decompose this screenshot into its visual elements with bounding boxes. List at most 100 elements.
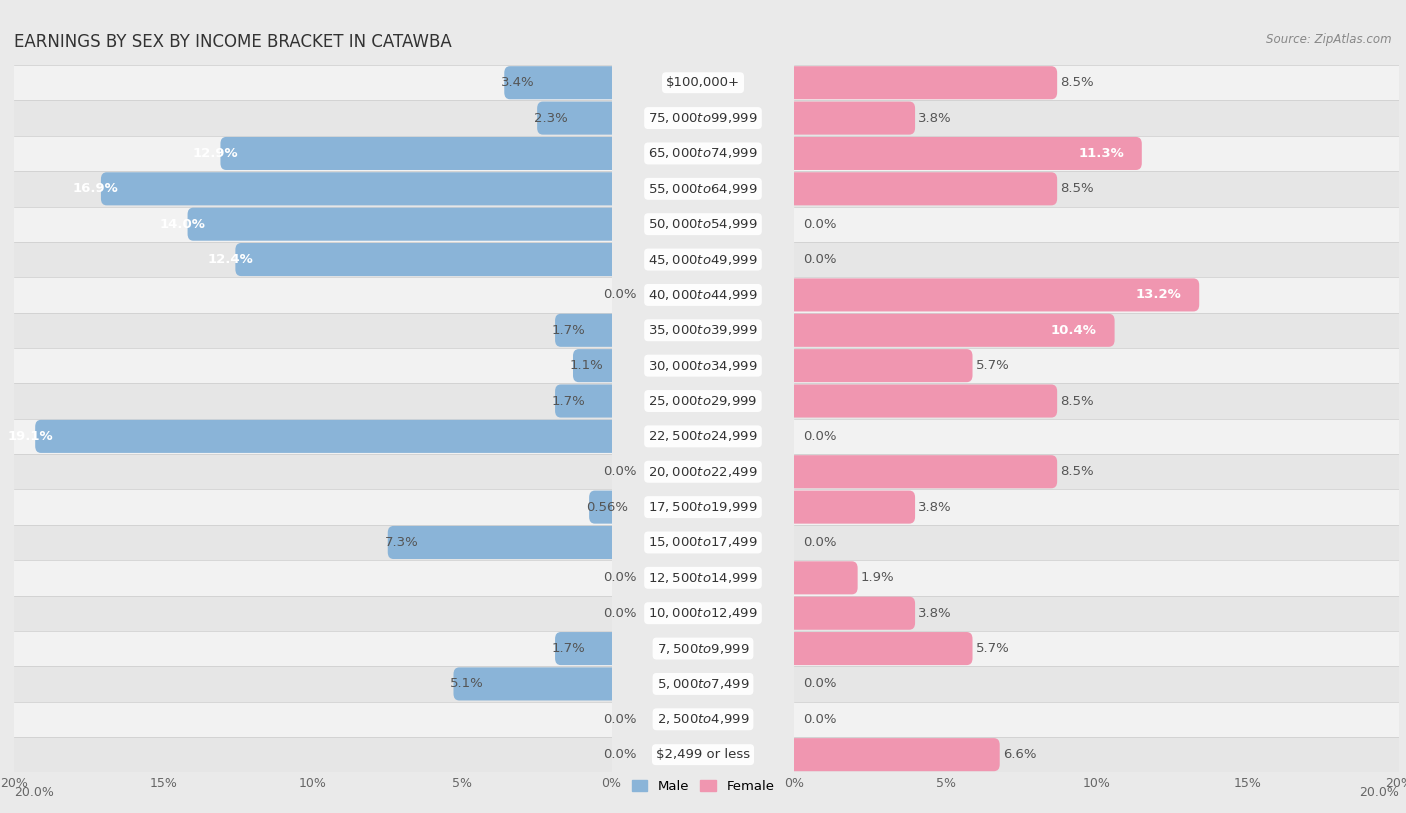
FancyBboxPatch shape bbox=[789, 561, 858, 594]
FancyBboxPatch shape bbox=[789, 172, 1057, 206]
Text: 5.1%: 5.1% bbox=[450, 677, 484, 690]
Bar bbox=[794, 277, 1399, 312]
Text: $65,000 to $74,999: $65,000 to $74,999 bbox=[648, 146, 758, 160]
Text: 5.7%: 5.7% bbox=[976, 359, 1010, 372]
Text: $25,000 to $29,999: $25,000 to $29,999 bbox=[648, 394, 758, 408]
Text: 0.0%: 0.0% bbox=[803, 713, 837, 726]
FancyBboxPatch shape bbox=[589, 490, 617, 524]
Text: $2,500 to $4,999: $2,500 to $4,999 bbox=[657, 712, 749, 726]
Bar bbox=[14, 312, 612, 348]
Bar bbox=[14, 737, 612, 772]
Text: 12.9%: 12.9% bbox=[193, 147, 238, 160]
Text: 0.0%: 0.0% bbox=[603, 713, 636, 726]
Bar bbox=[794, 65, 1399, 100]
FancyBboxPatch shape bbox=[789, 490, 915, 524]
Text: $35,000 to $39,999: $35,000 to $39,999 bbox=[648, 324, 758, 337]
Bar bbox=[14, 419, 612, 454]
Bar bbox=[14, 489, 612, 525]
Text: 3.8%: 3.8% bbox=[918, 606, 952, 620]
Text: 0.0%: 0.0% bbox=[603, 465, 636, 478]
FancyBboxPatch shape bbox=[505, 66, 617, 99]
Text: 12.4%: 12.4% bbox=[207, 253, 253, 266]
FancyBboxPatch shape bbox=[35, 420, 617, 453]
FancyBboxPatch shape bbox=[789, 102, 915, 135]
Text: 0.56%: 0.56% bbox=[586, 501, 628, 514]
Bar bbox=[794, 312, 1399, 348]
FancyBboxPatch shape bbox=[555, 314, 617, 347]
Text: 10.4%: 10.4% bbox=[1050, 324, 1097, 337]
Bar bbox=[794, 454, 1399, 489]
Bar bbox=[14, 702, 612, 737]
Bar bbox=[14, 560, 612, 595]
Bar bbox=[14, 277, 612, 312]
Text: $12,500 to $14,999: $12,500 to $14,999 bbox=[648, 571, 758, 585]
Text: 0.0%: 0.0% bbox=[603, 289, 636, 302]
Text: 0.0%: 0.0% bbox=[803, 253, 837, 266]
Text: 19.1%: 19.1% bbox=[7, 430, 53, 443]
Bar bbox=[794, 171, 1399, 207]
Bar bbox=[14, 171, 612, 207]
Bar bbox=[14, 100, 612, 136]
Text: EARNINGS BY SEX BY INCOME BRACKET IN CATAWBA: EARNINGS BY SEX BY INCOME BRACKET IN CAT… bbox=[14, 33, 451, 50]
FancyBboxPatch shape bbox=[789, 349, 973, 382]
Text: $5,000 to $7,499: $5,000 to $7,499 bbox=[657, 677, 749, 691]
Text: $40,000 to $44,999: $40,000 to $44,999 bbox=[648, 288, 758, 302]
Bar bbox=[794, 737, 1399, 772]
Text: $17,500 to $19,999: $17,500 to $19,999 bbox=[648, 500, 758, 514]
Bar bbox=[794, 207, 1399, 241]
FancyBboxPatch shape bbox=[555, 632, 617, 665]
Bar bbox=[14, 595, 612, 631]
Text: 16.9%: 16.9% bbox=[73, 182, 118, 195]
Text: 5.7%: 5.7% bbox=[976, 642, 1010, 655]
Text: 1.9%: 1.9% bbox=[860, 572, 894, 585]
Bar bbox=[794, 348, 1399, 383]
Text: $55,000 to $64,999: $55,000 to $64,999 bbox=[648, 182, 758, 196]
Text: 3.8%: 3.8% bbox=[918, 111, 952, 124]
Text: $10,000 to $12,499: $10,000 to $12,499 bbox=[648, 606, 758, 620]
Text: 0.0%: 0.0% bbox=[603, 572, 636, 585]
Bar bbox=[14, 454, 612, 489]
Bar bbox=[14, 667, 612, 702]
FancyBboxPatch shape bbox=[789, 278, 1199, 311]
Text: 3.8%: 3.8% bbox=[918, 501, 952, 514]
FancyBboxPatch shape bbox=[537, 102, 617, 135]
Text: $75,000 to $99,999: $75,000 to $99,999 bbox=[648, 111, 758, 125]
Text: 0.0%: 0.0% bbox=[803, 677, 837, 690]
Bar bbox=[14, 525, 612, 560]
Bar bbox=[14, 136, 612, 171]
Text: 13.2%: 13.2% bbox=[1136, 289, 1181, 302]
FancyBboxPatch shape bbox=[235, 243, 617, 276]
FancyBboxPatch shape bbox=[388, 526, 617, 559]
FancyBboxPatch shape bbox=[555, 385, 617, 418]
FancyBboxPatch shape bbox=[789, 66, 1057, 99]
Text: $15,000 to $17,499: $15,000 to $17,499 bbox=[648, 536, 758, 550]
FancyBboxPatch shape bbox=[454, 667, 617, 701]
FancyBboxPatch shape bbox=[789, 455, 1057, 489]
Text: $50,000 to $54,999: $50,000 to $54,999 bbox=[648, 217, 758, 231]
Text: 1.7%: 1.7% bbox=[551, 642, 586, 655]
Text: 7.3%: 7.3% bbox=[385, 536, 419, 549]
Bar bbox=[14, 65, 612, 100]
Legend: Male, Female: Male, Female bbox=[626, 775, 780, 798]
Text: 0.0%: 0.0% bbox=[803, 218, 837, 231]
FancyBboxPatch shape bbox=[101, 172, 617, 206]
Text: 20.0%: 20.0% bbox=[14, 786, 53, 799]
Text: 8.5%: 8.5% bbox=[1060, 394, 1094, 407]
Bar bbox=[794, 136, 1399, 171]
FancyBboxPatch shape bbox=[789, 597, 915, 630]
Text: 8.5%: 8.5% bbox=[1060, 182, 1094, 195]
Bar bbox=[14, 241, 612, 277]
FancyBboxPatch shape bbox=[789, 314, 1115, 347]
Text: 8.5%: 8.5% bbox=[1060, 76, 1094, 89]
FancyBboxPatch shape bbox=[574, 349, 617, 382]
Text: 0.0%: 0.0% bbox=[603, 748, 636, 761]
Text: $30,000 to $34,999: $30,000 to $34,999 bbox=[648, 359, 758, 372]
Text: 6.6%: 6.6% bbox=[1002, 748, 1036, 761]
Text: 0.0%: 0.0% bbox=[803, 536, 837, 549]
Text: 2.3%: 2.3% bbox=[534, 111, 568, 124]
Bar bbox=[794, 631, 1399, 667]
Text: 0.0%: 0.0% bbox=[803, 430, 837, 443]
Text: 0.0%: 0.0% bbox=[603, 606, 636, 620]
FancyBboxPatch shape bbox=[789, 738, 1000, 772]
Bar bbox=[14, 383, 612, 419]
